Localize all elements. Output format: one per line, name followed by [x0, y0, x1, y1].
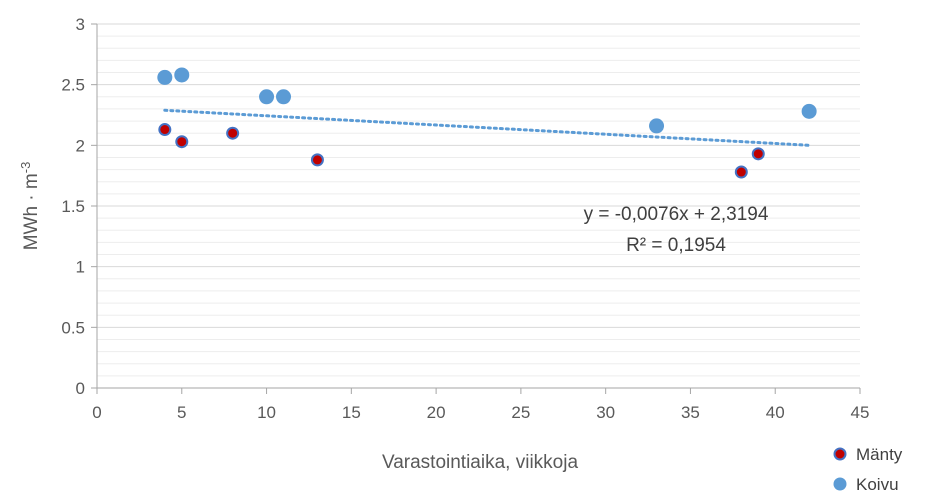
- data-point-koivu: [801, 103, 817, 119]
- legend-label-koivu: Koivu: [856, 475, 899, 494]
- data-point-koivu: [276, 89, 292, 105]
- data-point-koivu: [649, 118, 665, 134]
- y-tick-label: 3: [76, 15, 85, 34]
- axes: 00.511.522.530 5 10 15 20 25 30 35 40 45: [61, 15, 869, 422]
- points-layer: [157, 67, 817, 179]
- trendline: [163, 108, 811, 147]
- trendline-layer: [163, 108, 811, 147]
- legend: Mänty Koivu: [833, 445, 903, 494]
- data-point-manty: [158, 123, 172, 137]
- y-axis-label-main: MWh · m: [21, 173, 42, 250]
- x-tick-label: 5: [177, 403, 186, 422]
- x-tick-label: 30: [596, 403, 615, 422]
- data-point-koivu: [259, 89, 275, 105]
- data-point-manty: [310, 153, 324, 167]
- x-axis-label: Varastointiaika, viikkoja: [382, 452, 579, 473]
- y-tick-label: 2: [76, 136, 85, 155]
- x-tick-label: 25: [511, 403, 530, 422]
- legend-marker-manty: [833, 447, 847, 461]
- data-point-manty: [751, 147, 765, 161]
- x-tick-label: 40: [766, 403, 785, 422]
- y-tick-label: 0: [76, 379, 85, 398]
- y-axis-label: MWh · m-3: [18, 162, 42, 251]
- data-point-manty: [175, 135, 189, 149]
- y-axis-label-sup: -3: [18, 162, 33, 174]
- legend-marker-koivu: [833, 477, 847, 491]
- x-tick-label: 35: [681, 403, 700, 422]
- data-point-koivu: [174, 67, 190, 83]
- y-tick-label: 1: [76, 258, 85, 277]
- data-point-manty: [226, 126, 240, 140]
- y-tick-label: 2.5: [61, 76, 85, 95]
- y-tick-label: 0.5: [61, 318, 85, 337]
- x-tick-label: 0: [92, 403, 101, 422]
- y-tick-label: 1.5: [61, 197, 85, 216]
- data-point-koivu: [157, 69, 173, 85]
- trendline-r2: R² = 0,1954: [626, 235, 726, 256]
- trendline-equation: y = -0,0076x + 2,3194: [584, 204, 769, 225]
- x-tick-label: 45: [851, 403, 870, 422]
- x-tick-label: 10: [257, 403, 276, 422]
- data-point-manty: [734, 165, 748, 179]
- x-tick-label: 15: [342, 403, 361, 422]
- legend-label-manty: Mänty: [856, 445, 903, 464]
- grid: [97, 23, 860, 377]
- x-tick-label: 20: [427, 403, 446, 422]
